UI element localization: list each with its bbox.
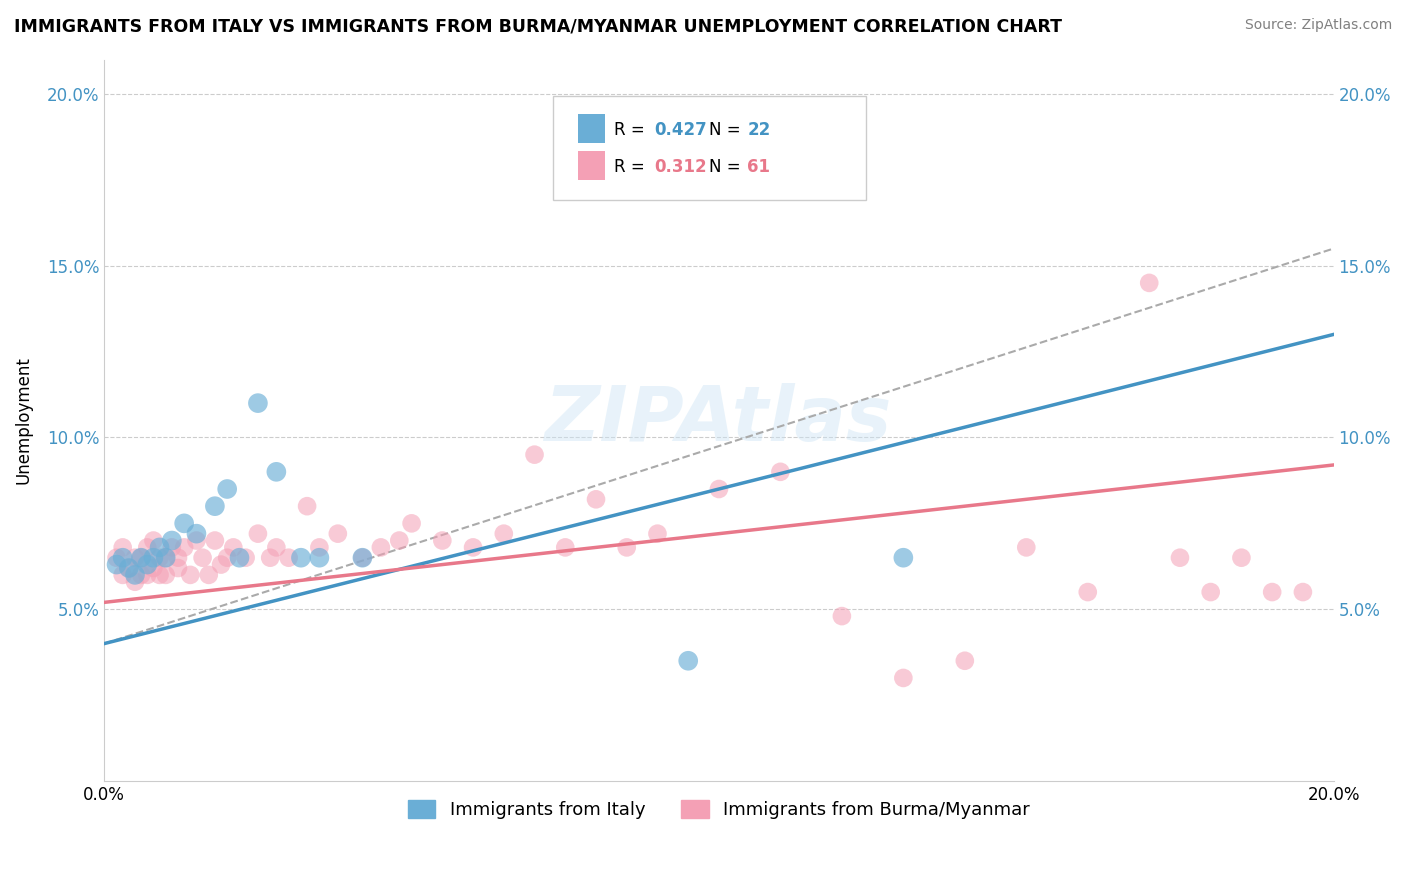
Point <box>1292 585 1315 599</box>
Point <box>461 541 484 555</box>
Point <box>105 558 128 572</box>
Text: IMMIGRANTS FROM ITALY VS IMMIGRANTS FROM BURMA/MYANMAR UNEMPLOYMENT CORRELATION : IMMIGRANTS FROM ITALY VS IMMIGRANTS FROM… <box>14 18 1062 36</box>
Point <box>891 671 914 685</box>
FancyBboxPatch shape <box>553 95 866 201</box>
Text: 0.427: 0.427 <box>654 120 707 138</box>
Point <box>142 550 165 565</box>
Point <box>326 526 349 541</box>
Point <box>173 541 195 555</box>
Point <box>124 550 146 565</box>
Point <box>179 567 201 582</box>
Point <box>1168 550 1191 565</box>
Point <box>129 567 152 582</box>
Point <box>831 609 853 624</box>
Point <box>186 526 208 541</box>
Point <box>246 396 269 410</box>
Point <box>401 516 423 531</box>
Point <box>277 550 299 565</box>
Point <box>105 550 128 565</box>
Point <box>111 550 134 565</box>
Text: N =: N = <box>709 158 747 176</box>
Point <box>148 567 170 582</box>
Point <box>388 533 411 548</box>
Point <box>352 550 374 565</box>
Point <box>616 541 638 555</box>
Point <box>186 533 208 548</box>
Point <box>707 482 730 496</box>
Point <box>118 561 141 575</box>
Point <box>432 533 454 548</box>
Point <box>891 550 914 565</box>
Point <box>136 567 159 582</box>
Point <box>124 567 146 582</box>
FancyBboxPatch shape <box>578 152 605 180</box>
Legend: Immigrants from Italy, Immigrants from Burma/Myanmar: Immigrants from Italy, Immigrants from B… <box>401 792 1038 826</box>
Point <box>1199 585 1222 599</box>
Point <box>1261 585 1284 599</box>
Point <box>204 533 226 548</box>
Y-axis label: Unemployment: Unemployment <box>15 357 32 484</box>
Point <box>209 558 232 572</box>
Point <box>155 550 177 565</box>
Point <box>308 541 330 555</box>
Point <box>167 550 190 565</box>
Point <box>155 550 177 565</box>
Point <box>142 533 165 548</box>
Point <box>228 550 250 565</box>
Point <box>160 533 183 548</box>
Point <box>308 550 330 565</box>
Text: 22: 22 <box>747 120 770 138</box>
Point <box>492 526 515 541</box>
Point <box>585 492 607 507</box>
Point <box>290 550 312 565</box>
Point <box>142 561 165 575</box>
Point <box>118 561 141 575</box>
Point <box>953 654 976 668</box>
Point <box>160 541 183 555</box>
Point <box>204 499 226 513</box>
Point <box>266 465 288 479</box>
Text: ZIPAtlas: ZIPAtlas <box>546 384 893 458</box>
FancyBboxPatch shape <box>578 113 605 143</box>
Point <box>124 574 146 589</box>
Point <box>217 482 239 496</box>
Text: R =: R = <box>614 120 651 138</box>
Point <box>173 516 195 531</box>
Point <box>295 499 318 513</box>
Point <box>769 465 792 479</box>
Point <box>1015 541 1038 555</box>
Point <box>191 550 214 565</box>
Text: 61: 61 <box>747 158 770 176</box>
Point <box>129 550 152 565</box>
Point <box>136 541 159 555</box>
Point <box>246 526 269 541</box>
Text: R =: R = <box>614 158 651 176</box>
Point <box>217 550 239 565</box>
Point <box>111 541 134 555</box>
Point <box>167 561 190 575</box>
Point <box>554 541 576 555</box>
Point <box>370 541 392 555</box>
Point <box>136 558 159 572</box>
Text: Source: ZipAtlas.com: Source: ZipAtlas.com <box>1244 18 1392 32</box>
Point <box>266 541 288 555</box>
Point <box>111 567 134 582</box>
Point <box>259 550 281 565</box>
Point <box>148 550 170 565</box>
Point <box>1137 276 1160 290</box>
Point <box>1230 550 1253 565</box>
Text: 0.312: 0.312 <box>654 158 706 176</box>
Point <box>235 550 257 565</box>
Point <box>148 541 170 555</box>
Point <box>647 526 669 541</box>
Point <box>155 567 177 582</box>
Point <box>129 550 152 565</box>
Point <box>523 448 546 462</box>
Text: N =: N = <box>709 120 747 138</box>
Point <box>676 654 699 668</box>
Point <box>222 541 245 555</box>
Point <box>1077 585 1099 599</box>
Point <box>352 550 374 565</box>
Point <box>197 567 219 582</box>
